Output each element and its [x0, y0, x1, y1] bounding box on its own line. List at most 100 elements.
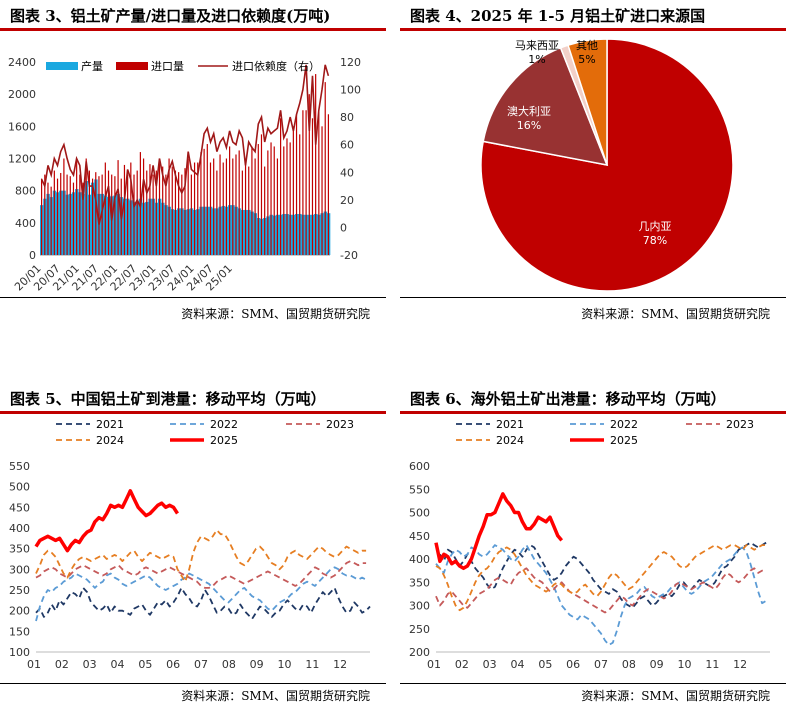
import-bar — [193, 162, 196, 255]
y-tick-label: 300 — [9, 563, 30, 576]
import-bar — [136, 170, 138, 255]
import-bar — [225, 158, 228, 255]
chart-5-source-rule — [0, 683, 386, 684]
chart-6-plot: 200 250 300 350 400 450 500 550 600 01 02 03 04 05 06 0… — [409, 418, 770, 671]
y-tick-label: 500 — [409, 507, 430, 520]
import-bar — [232, 158, 234, 255]
import-bar — [85, 158, 87, 255]
import-bar — [302, 110, 304, 255]
y-tick-label: 250 — [9, 584, 30, 597]
x-tick-label: 12 — [733, 658, 747, 671]
chart-5-source: 资料来源：SMM、国贸期货研究院 — [181, 689, 370, 703]
import-bar — [50, 186, 52, 255]
import-bar — [56, 178, 59, 255]
x-tick-label: 10 — [278, 658, 292, 671]
legend-label-2023: 2023 — [326, 418, 354, 431]
import-bar — [174, 170, 177, 255]
y-tick-label: 400 — [409, 553, 430, 566]
import-bar — [254, 158, 256, 255]
import-bar — [264, 166, 266, 255]
x-tick-label: 04 — [111, 658, 125, 671]
import-bar — [181, 174, 183, 255]
x-tick-label: 12 — [333, 658, 347, 671]
chart-6-source: 资料来源：SMM、国贸期货研究院 — [581, 689, 770, 703]
import-bar — [270, 142, 272, 255]
import-bar — [251, 146, 253, 255]
import-bar — [203, 148, 205, 255]
pie-value-label: 5% — [578, 53, 595, 66]
x-tick-label: 09 — [250, 658, 264, 671]
import-bar — [82, 182, 84, 255]
import-bar — [117, 160, 119, 255]
pie-label: 澳大利亚 — [507, 104, 551, 118]
x-tick-label: 06 — [566, 658, 580, 671]
import-bar — [248, 166, 250, 255]
x-tick-label: 01 — [27, 658, 41, 671]
import-bar — [184, 168, 186, 255]
import-bar — [152, 174, 154, 255]
series-line-2025 — [434, 492, 564, 571]
y-right-tick-label: 60 — [340, 139, 354, 152]
legend-label-2022: 2022 — [210, 418, 238, 431]
import-bar — [241, 170, 243, 255]
import-bar — [257, 144, 259, 255]
series-line-2024 — [435, 544, 767, 612]
y-tick-label: 300 — [409, 600, 430, 613]
panel-chart-4: 图表 4、2025 年 1-5 月铝土矿进口来源国 几内亚 78% 澳大利亚 16% 马… — [400, 0, 786, 330]
import-bar — [327, 114, 330, 255]
x-tick-label: 02 — [55, 658, 69, 671]
import-bar — [101, 174, 103, 255]
chart-4-source: 资料来源：SMM、国贸期货研究院 — [581, 307, 770, 321]
legend-label-2022: 2022 — [610, 418, 638, 431]
import-bar — [107, 170, 110, 255]
import-bar — [206, 144, 208, 255]
y-right-tick-label: -20 — [340, 249, 358, 262]
y-tick-label: 1600 — [8, 120, 36, 133]
pie-slice — [567, 38, 608, 166]
import-bar — [273, 146, 275, 255]
chart-6-title-rule — [400, 411, 786, 414]
x-tick-label: 07 — [594, 658, 608, 671]
y-tick-label: 200 — [409, 646, 430, 659]
series-line-2021 — [435, 541, 767, 609]
import-bar — [79, 174, 81, 255]
chart-5-title: 图表 5、中国铝土矿到港量：移动平均（万吨） — [10, 390, 326, 408]
chart-3-title-rule — [0, 28, 386, 31]
import-bar — [53, 170, 55, 255]
legend-label-dependence: 进口依赖度（右） — [232, 59, 320, 73]
import-bar — [209, 162, 212, 255]
y-tick-label: 150 — [9, 625, 30, 638]
chart-4-title-rule — [400, 28, 786, 31]
import-bar — [60, 172, 62, 255]
import-bar — [76, 160, 78, 255]
chart-3-source-rule — [0, 297, 386, 298]
import-bar — [289, 142, 291, 255]
chart-3-source: 资料来源：SMM、国贸期货研究院 — [181, 307, 370, 321]
import-bar — [123, 164, 126, 255]
y-tick-label: 350 — [409, 576, 430, 589]
legend-swatch-production — [46, 62, 78, 70]
import-bar — [238, 150, 240, 255]
panel-chart-3: 图表 3、铝土矿产量/进口量及进口依赖度(万吨) 0 400 800 1200 1600… — [0, 0, 392, 330]
y-tick-label: 550 — [9, 460, 30, 473]
y-tick-label: 2400 — [8, 56, 36, 69]
import-bar — [244, 162, 247, 255]
import-bar — [222, 162, 224, 255]
y-tick-label: 500 — [9, 481, 30, 494]
import-bar — [324, 82, 326, 255]
dependence-line — [40, 64, 330, 225]
legend-swatch-import — [116, 62, 148, 70]
import-bar — [158, 160, 161, 255]
legend-label-2024: 2024 — [96, 434, 124, 447]
x-tick-label: 10 — [678, 658, 692, 671]
series-line-2021 — [35, 586, 371, 620]
import-bar — [286, 138, 288, 255]
import-bar — [72, 182, 75, 255]
y-tick-label: 250 — [409, 623, 430, 636]
y-tick-label: 2000 — [8, 88, 36, 101]
chart-3-plot: 0 400 800 1200 1600 2000 2400 -20 0 20 40 60 80 100 12… — [8, 56, 361, 294]
import-bar — [299, 134, 301, 255]
import-bar — [63, 158, 65, 255]
y-tick-label: 450 — [9, 501, 30, 514]
series-line-2024 — [35, 529, 367, 583]
